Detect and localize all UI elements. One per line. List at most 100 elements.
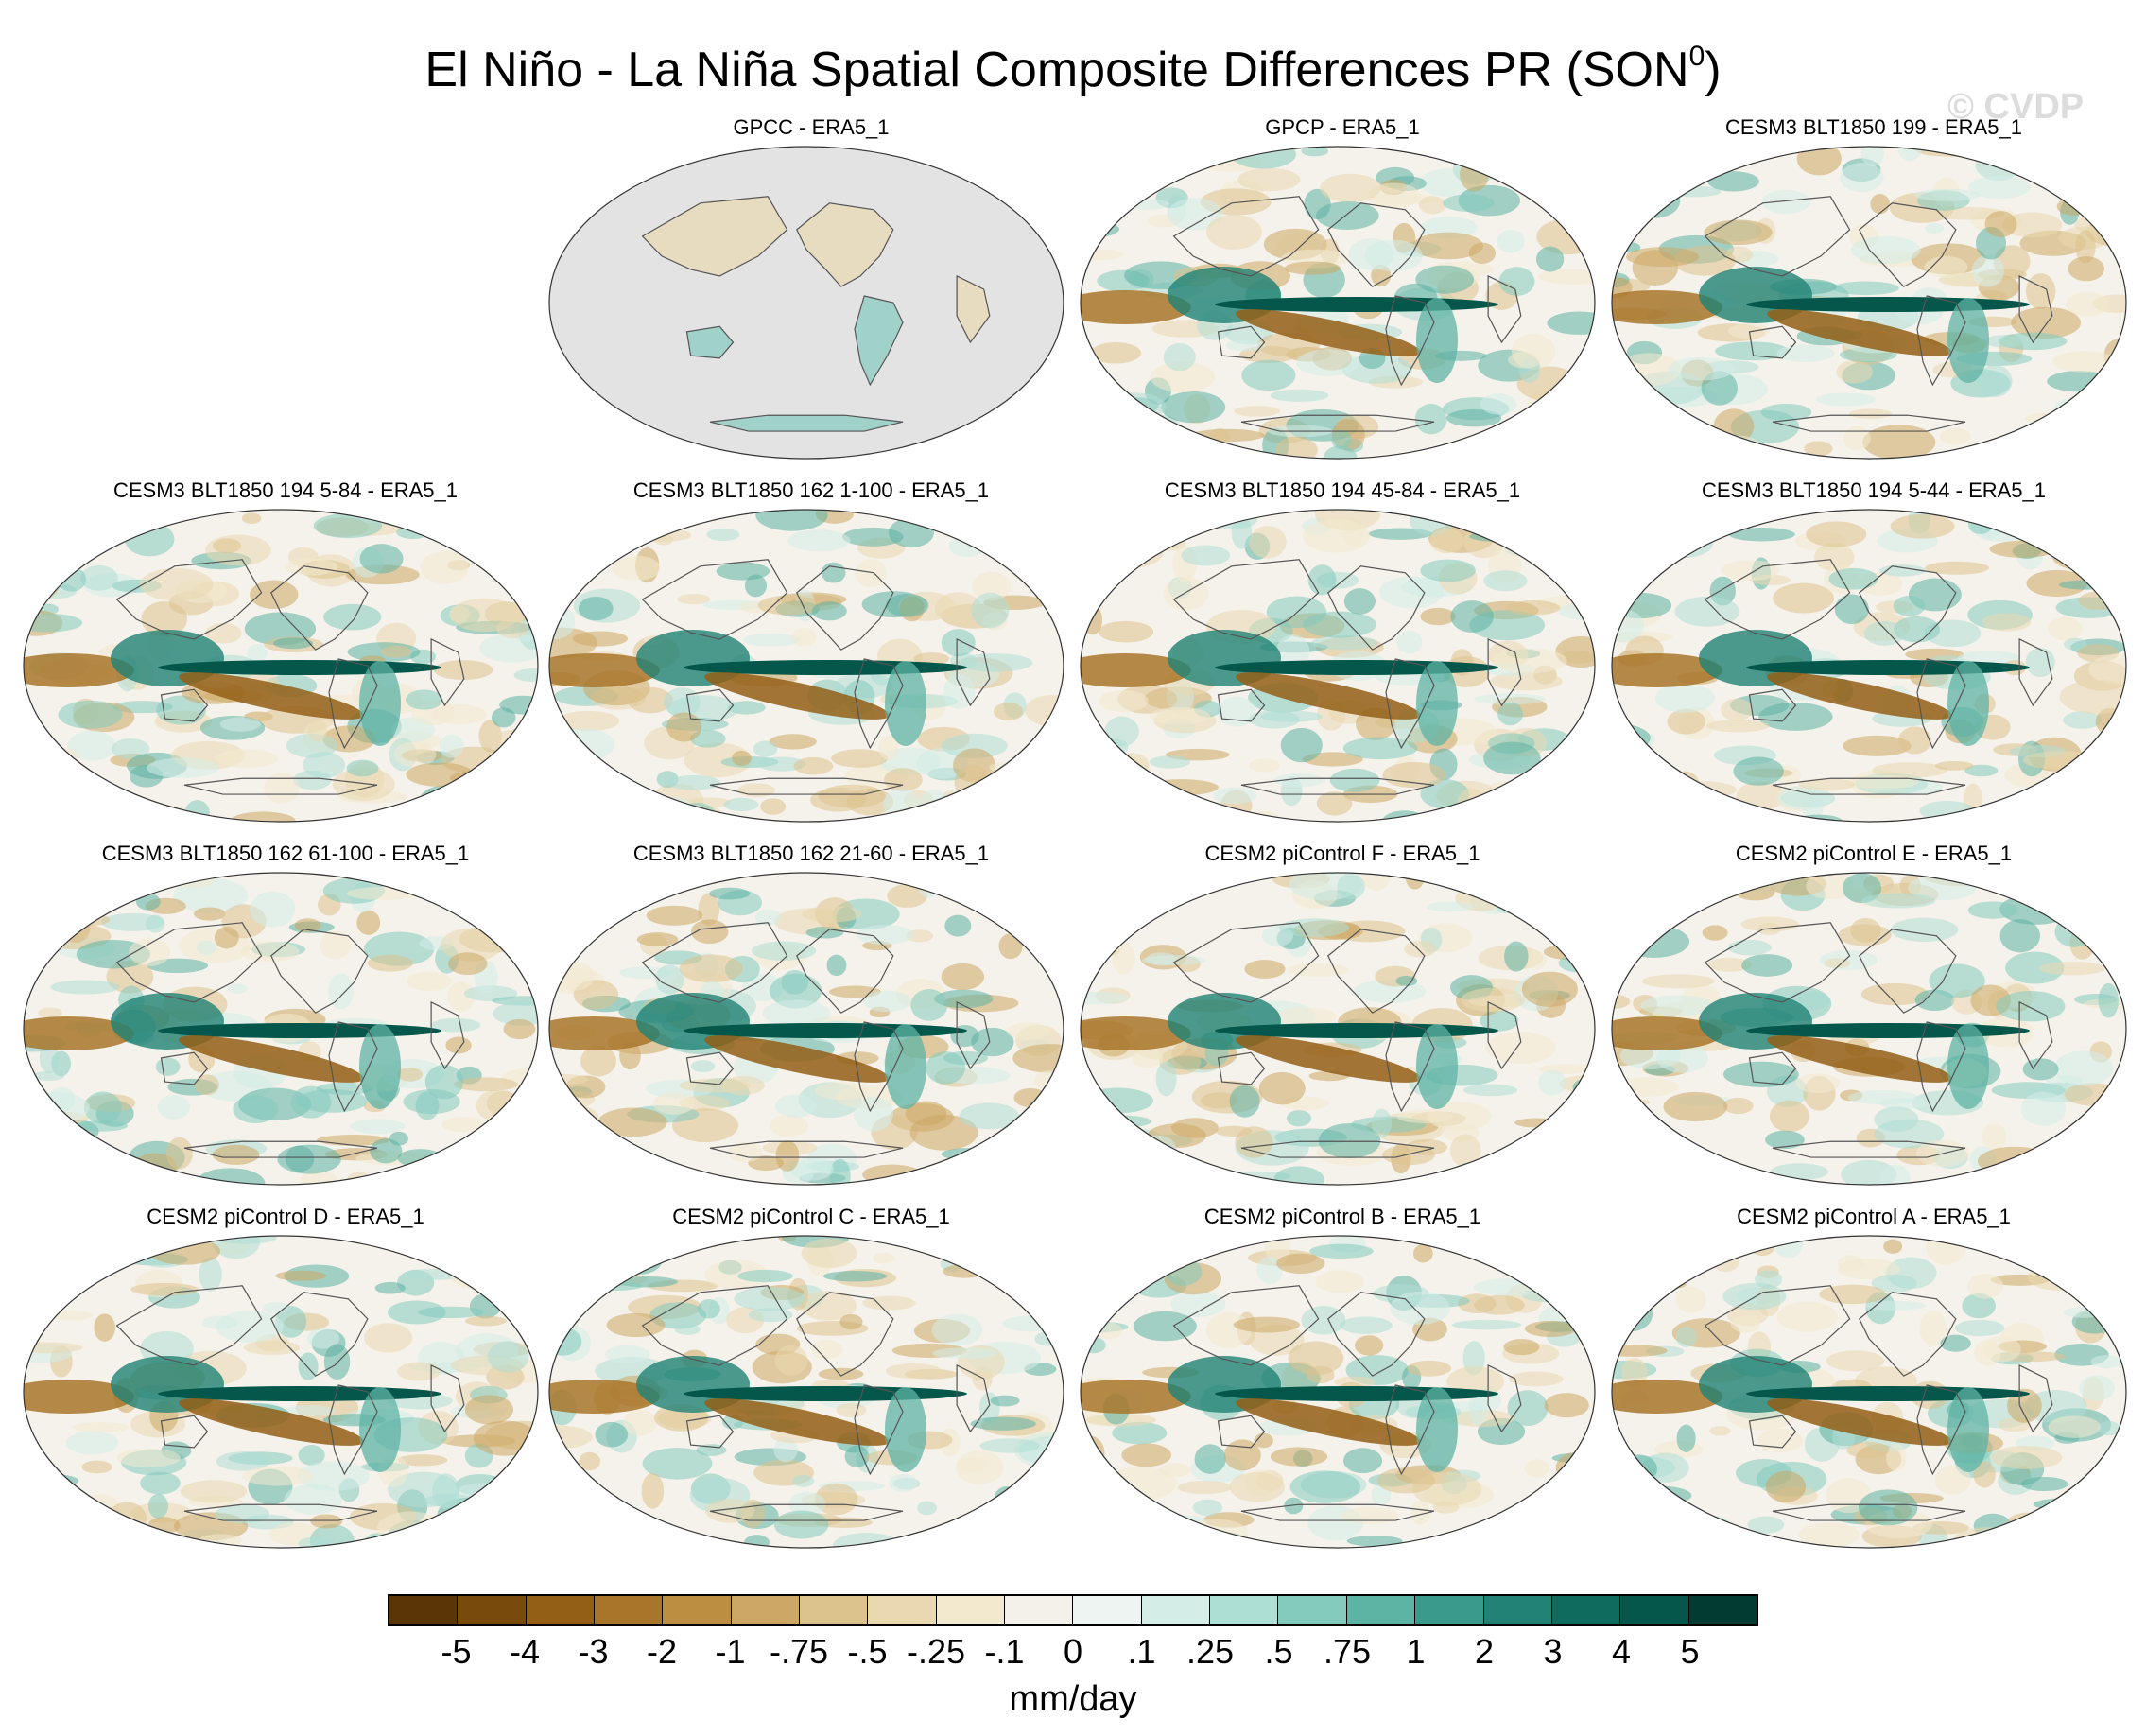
coastline — [1487, 1363, 1522, 1433]
colorbar-box — [1346, 1596, 1416, 1624]
coastline — [1327, 1292, 1426, 1377]
panel-title: CESM3 BLT1850 199 - ERA5_1 — [1725, 115, 2022, 139]
map-panel: CESM2 piControl A - ERA5_1 — [1609, 1205, 2138, 1554]
colorbar-tick-label: -.75 — [769, 1632, 829, 1671]
colorbar-boxes — [388, 1594, 1758, 1626]
coastline — [115, 1285, 263, 1366]
colorbar-box — [936, 1596, 1006, 1624]
coastline — [1916, 1021, 1966, 1113]
colorbar-box — [731, 1596, 801, 1624]
coastline — [183, 1140, 378, 1158]
coastline — [796, 1292, 894, 1377]
map-border — [1080, 509, 1596, 823]
coastline — [1217, 1415, 1266, 1449]
coastline — [854, 658, 904, 750]
colorbar-tick-label: -1 — [715, 1632, 746, 1671]
coastline — [956, 637, 991, 707]
colorbar-box — [1210, 1596, 1279, 1624]
precip-field — [24, 873, 538, 1185]
colorbar-unit-label: mm/day — [1009, 1679, 1137, 1719]
colorbar-tick-label: -5 — [441, 1632, 472, 1671]
coastline — [430, 637, 465, 707]
coastline — [1704, 922, 1851, 1003]
coastline — [2018, 274, 2053, 344]
coastline — [1916, 658, 1966, 750]
panel-title: CESM3 BLT1850 194 5-84 - ERA5_1 — [112, 478, 459, 502]
precip-field — [1081, 1236, 1595, 1548]
robinson-map — [548, 1235, 1064, 1549]
colorbar-box — [663, 1596, 732, 1624]
precip-field — [549, 147, 1064, 459]
coastline — [1487, 637, 1522, 707]
precip-field — [1612, 510, 2126, 822]
robinson-map — [23, 872, 539, 1186]
coastline — [1859, 202, 1957, 287]
coastline — [1916, 295, 1966, 387]
coastline — [1859, 929, 1957, 1014]
colorbar-tick-label: 5 — [1680, 1632, 1700, 1671]
coastline — [270, 565, 369, 651]
panel-title: CESM3 BLT1850 194 5-44 - ERA5_1 — [1701, 478, 2047, 502]
map-border — [1611, 146, 2127, 460]
coastline — [430, 1363, 465, 1433]
coastline — [641, 1285, 788, 1366]
coastline — [956, 274, 991, 344]
map-panel: CESM3 BLT1850 199 - ERA5_1 — [1609, 115, 2138, 465]
map-border — [23, 1235, 539, 1549]
colorbar-tick-label: 0 — [1063, 1632, 1083, 1671]
colorbar-box — [595, 1596, 664, 1624]
colorbar-tick-label: 1 — [1406, 1632, 1426, 1671]
coastline — [328, 658, 378, 750]
panel-title: CESM3 BLT1850 194 45-84 - ERA5_1 — [1164, 478, 1521, 502]
panel-title: CESM3 BLT1850 162 1-100 - ERA5_1 — [632, 478, 990, 502]
coastline — [1772, 1140, 1966, 1158]
map-panel: GPCP - ERA5_1 — [1078, 115, 1607, 465]
precip-field — [1612, 147, 2126, 459]
coastline — [183, 1503, 378, 1521]
coastline — [641, 559, 788, 640]
coastline — [1172, 559, 1320, 640]
coastline — [1487, 1000, 1522, 1070]
map-border — [548, 146, 1064, 460]
colorbar-tick-label: -.5 — [847, 1632, 888, 1671]
coastline — [270, 929, 369, 1014]
cvdp-watermark: © CVDP — [1947, 87, 2085, 127]
coastline — [1217, 325, 1266, 359]
map-panel: CESM2 piControl E - ERA5_1 — [1609, 842, 2138, 1191]
coastline — [1748, 1415, 1797, 1449]
robinson-map — [23, 1235, 539, 1549]
coastline — [1772, 777, 1966, 795]
coastline — [641, 922, 788, 1003]
colorbar-box — [1551, 1596, 1621, 1624]
coastline — [709, 1140, 904, 1158]
coastline — [2018, 1363, 2053, 1433]
robinson-map — [1080, 1235, 1596, 1549]
colorbar: -5 -4 -3 -2 -1 -.75 -.5 -.25 -.1 0 .1 .25 .5 .75 1 2 3 4 5… — [388, 1594, 1758, 1727]
robinson-map — [548, 872, 1064, 1186]
coastline — [430, 1000, 465, 1070]
coastline — [1172, 922, 1320, 1003]
coastline — [685, 325, 735, 359]
colorbar-tick-label: -.25 — [906, 1632, 966, 1671]
coastline — [1385, 658, 1435, 750]
coastline — [685, 1415, 735, 1449]
colorbar-tick-label: .25 — [1185, 1632, 1235, 1671]
map-border — [1080, 146, 1596, 460]
map-panel: GPCC - ERA5_1 — [546, 115, 1076, 465]
colorbar-tick-label: 4 — [1611, 1632, 1632, 1671]
coastline — [709, 414, 904, 432]
precip-field — [1081, 873, 1595, 1185]
coastline — [160, 1415, 209, 1449]
robinson-map — [548, 509, 1064, 823]
map-border — [1080, 1235, 1596, 1549]
robinson-map — [23, 509, 539, 823]
precip-field — [24, 510, 538, 822]
coastline — [685, 688, 735, 722]
coastline — [1240, 1503, 1435, 1521]
map-panel: CESM3 BLT1850 162 1-100 - ERA5_1 — [546, 478, 1076, 828]
colorbar-box — [1073, 1596, 1142, 1624]
coastline — [328, 1021, 378, 1113]
precip-field — [549, 873, 1064, 1185]
coastline — [1240, 414, 1435, 432]
coastline — [1385, 295, 1435, 387]
